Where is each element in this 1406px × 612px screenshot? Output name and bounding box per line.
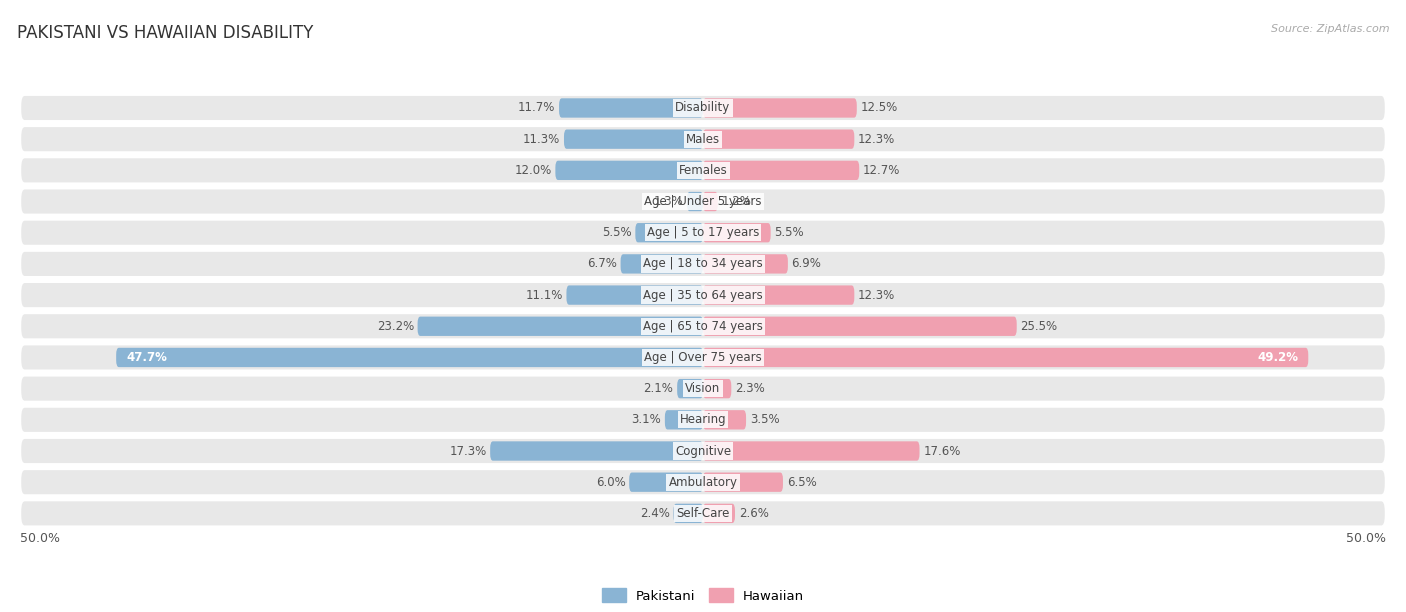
FancyBboxPatch shape xyxy=(703,161,859,180)
FancyBboxPatch shape xyxy=(703,223,770,242)
FancyBboxPatch shape xyxy=(703,410,747,430)
FancyBboxPatch shape xyxy=(20,407,1386,433)
FancyBboxPatch shape xyxy=(703,379,731,398)
Text: Age | Under 5 years: Age | Under 5 years xyxy=(644,195,762,208)
Text: 47.7%: 47.7% xyxy=(127,351,167,364)
Text: 49.2%: 49.2% xyxy=(1257,351,1299,364)
Text: 12.5%: 12.5% xyxy=(860,102,897,114)
Text: 6.5%: 6.5% xyxy=(787,476,817,489)
Text: Females: Females xyxy=(679,164,727,177)
Text: Age | 5 to 17 years: Age | 5 to 17 years xyxy=(647,226,759,239)
FancyBboxPatch shape xyxy=(703,285,855,305)
FancyBboxPatch shape xyxy=(703,254,787,274)
FancyBboxPatch shape xyxy=(418,316,703,336)
Text: 2.4%: 2.4% xyxy=(640,507,669,520)
FancyBboxPatch shape xyxy=(665,410,703,430)
FancyBboxPatch shape xyxy=(703,472,783,492)
Text: 2.1%: 2.1% xyxy=(644,382,673,395)
FancyBboxPatch shape xyxy=(20,313,1386,340)
FancyBboxPatch shape xyxy=(20,282,1386,308)
Text: Hearing: Hearing xyxy=(679,413,727,427)
Text: 25.5%: 25.5% xyxy=(1021,320,1057,333)
Text: 50.0%: 50.0% xyxy=(20,532,60,545)
Text: 17.6%: 17.6% xyxy=(924,444,960,458)
FancyBboxPatch shape xyxy=(620,254,703,274)
Text: Self-Care: Self-Care xyxy=(676,507,730,520)
Text: Source: ZipAtlas.com: Source: ZipAtlas.com xyxy=(1271,24,1389,34)
Text: 11.7%: 11.7% xyxy=(517,102,555,114)
Text: 6.0%: 6.0% xyxy=(596,476,626,489)
Text: Vision: Vision xyxy=(685,382,721,395)
FancyBboxPatch shape xyxy=(20,500,1386,526)
Text: 1.3%: 1.3% xyxy=(654,195,683,208)
Text: Age | Over 75 years: Age | Over 75 years xyxy=(644,351,762,364)
FancyBboxPatch shape xyxy=(20,469,1386,495)
FancyBboxPatch shape xyxy=(20,188,1386,215)
Text: 3.1%: 3.1% xyxy=(631,413,661,427)
FancyBboxPatch shape xyxy=(703,441,920,461)
FancyBboxPatch shape xyxy=(703,504,735,523)
FancyBboxPatch shape xyxy=(20,251,1386,277)
Text: 5.5%: 5.5% xyxy=(775,226,804,239)
Text: 11.1%: 11.1% xyxy=(526,289,562,302)
FancyBboxPatch shape xyxy=(20,376,1386,401)
Text: 6.9%: 6.9% xyxy=(792,258,821,271)
Text: 17.3%: 17.3% xyxy=(450,444,486,458)
FancyBboxPatch shape xyxy=(491,441,703,461)
Text: 11.3%: 11.3% xyxy=(523,133,560,146)
Text: 2.3%: 2.3% xyxy=(735,382,765,395)
Text: 12.0%: 12.0% xyxy=(515,164,551,177)
FancyBboxPatch shape xyxy=(117,348,703,367)
FancyBboxPatch shape xyxy=(567,285,703,305)
Text: Disability: Disability xyxy=(675,102,731,114)
FancyBboxPatch shape xyxy=(688,192,703,211)
Text: 3.5%: 3.5% xyxy=(749,413,779,427)
FancyBboxPatch shape xyxy=(703,348,1308,367)
FancyBboxPatch shape xyxy=(555,161,703,180)
FancyBboxPatch shape xyxy=(20,157,1386,184)
Text: 1.2%: 1.2% xyxy=(721,195,751,208)
FancyBboxPatch shape xyxy=(703,192,718,211)
FancyBboxPatch shape xyxy=(20,220,1386,246)
FancyBboxPatch shape xyxy=(703,316,1017,336)
FancyBboxPatch shape xyxy=(636,223,703,242)
Text: 12.3%: 12.3% xyxy=(858,133,896,146)
Text: Age | 35 to 64 years: Age | 35 to 64 years xyxy=(643,289,763,302)
Text: 12.3%: 12.3% xyxy=(858,289,896,302)
Text: Age | 18 to 34 years: Age | 18 to 34 years xyxy=(643,258,763,271)
FancyBboxPatch shape xyxy=(560,99,703,118)
FancyBboxPatch shape xyxy=(20,345,1386,370)
Text: 6.7%: 6.7% xyxy=(588,258,617,271)
FancyBboxPatch shape xyxy=(20,438,1386,464)
FancyBboxPatch shape xyxy=(703,130,855,149)
Text: Cognitive: Cognitive xyxy=(675,444,731,458)
Text: 2.6%: 2.6% xyxy=(738,507,769,520)
FancyBboxPatch shape xyxy=(630,472,703,492)
FancyBboxPatch shape xyxy=(703,99,856,118)
Text: Age | 65 to 74 years: Age | 65 to 74 years xyxy=(643,320,763,333)
Text: Males: Males xyxy=(686,133,720,146)
Text: PAKISTANI VS HAWAIIAN DISABILITY: PAKISTANI VS HAWAIIAN DISABILITY xyxy=(17,24,314,42)
Legend: Pakistani, Hawaiian: Pakistani, Hawaiian xyxy=(596,583,810,608)
Text: 23.2%: 23.2% xyxy=(377,320,413,333)
Text: 12.7%: 12.7% xyxy=(863,164,900,177)
FancyBboxPatch shape xyxy=(678,379,703,398)
FancyBboxPatch shape xyxy=(20,126,1386,152)
FancyBboxPatch shape xyxy=(20,95,1386,121)
Text: 50.0%: 50.0% xyxy=(1346,532,1386,545)
FancyBboxPatch shape xyxy=(564,130,703,149)
Text: 5.5%: 5.5% xyxy=(602,226,631,239)
Text: Ambulatory: Ambulatory xyxy=(668,476,738,489)
FancyBboxPatch shape xyxy=(673,504,703,523)
